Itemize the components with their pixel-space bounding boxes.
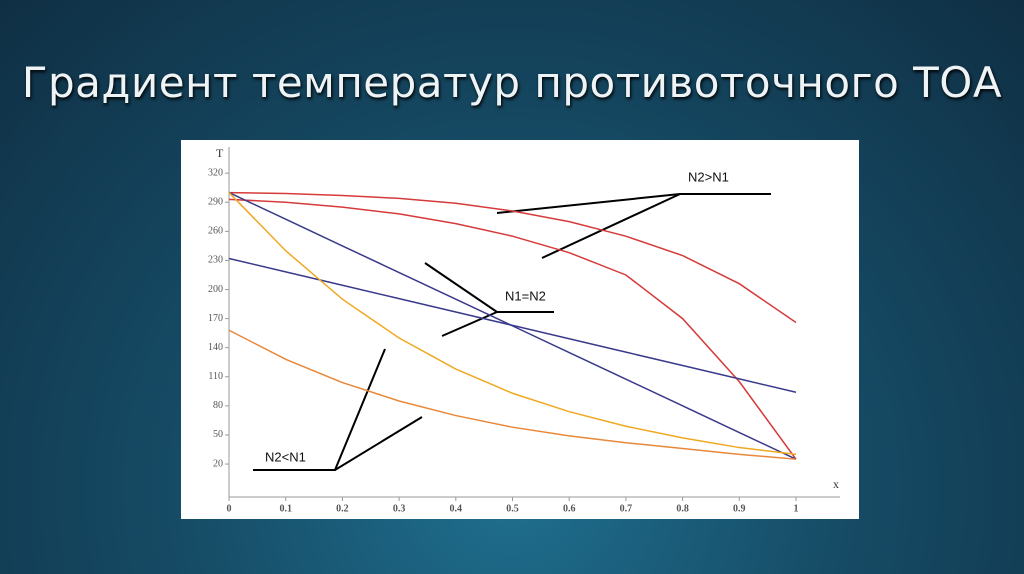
- y-tick-label: 110: [208, 371, 223, 382]
- annotation: N1=N2: [505, 288, 546, 303]
- series-line: [228, 192, 797, 456]
- x-tick-label: 0.4: [450, 503, 463, 514]
- x-axis-label: x: [833, 477, 839, 491]
- x-tick-label: 1: [794, 503, 799, 514]
- x-tick-label: 0.3: [393, 503, 406, 514]
- x-tick-label: 0.5: [506, 503, 519, 514]
- y-tick-label: 320: [208, 167, 223, 178]
- y-tick-label: 200: [208, 284, 223, 295]
- y-tick-label: 50: [213, 429, 223, 440]
- slide-title: Градиент температур противоточного ТОА: [21, 58, 1003, 107]
- y-tick-label: 260: [208, 226, 223, 237]
- x-tick-label: 0.1: [279, 503, 292, 514]
- x-tick-label: 0.7: [620, 503, 633, 514]
- y-tick-label: 290: [208, 197, 223, 208]
- series-line: [228, 257, 797, 394]
- annotation: N2<N1: [265, 449, 306, 464]
- annotation-pointers: [253, 193, 771, 471]
- y-tick-label: 230: [208, 255, 223, 266]
- y-tick-label: 80: [213, 400, 223, 411]
- y-axis-label: T: [216, 146, 224, 160]
- x-tick-label: 0.9: [733, 503, 746, 514]
- series-line: [228, 198, 797, 460]
- series-line: [228, 191, 797, 324]
- x-tick-label: 0.2: [336, 503, 349, 514]
- x-tick-label: 0.6: [563, 503, 576, 514]
- series-line: [228, 329, 797, 460]
- annotation: N2>N1: [688, 169, 729, 184]
- x-tick-label: 0.8: [676, 503, 689, 514]
- y-tick-label: 140: [208, 342, 223, 353]
- y-tick-label: 20: [213, 458, 223, 469]
- x-tick-label: 0: [227, 503, 232, 514]
- y-tick-label: 170: [208, 313, 223, 324]
